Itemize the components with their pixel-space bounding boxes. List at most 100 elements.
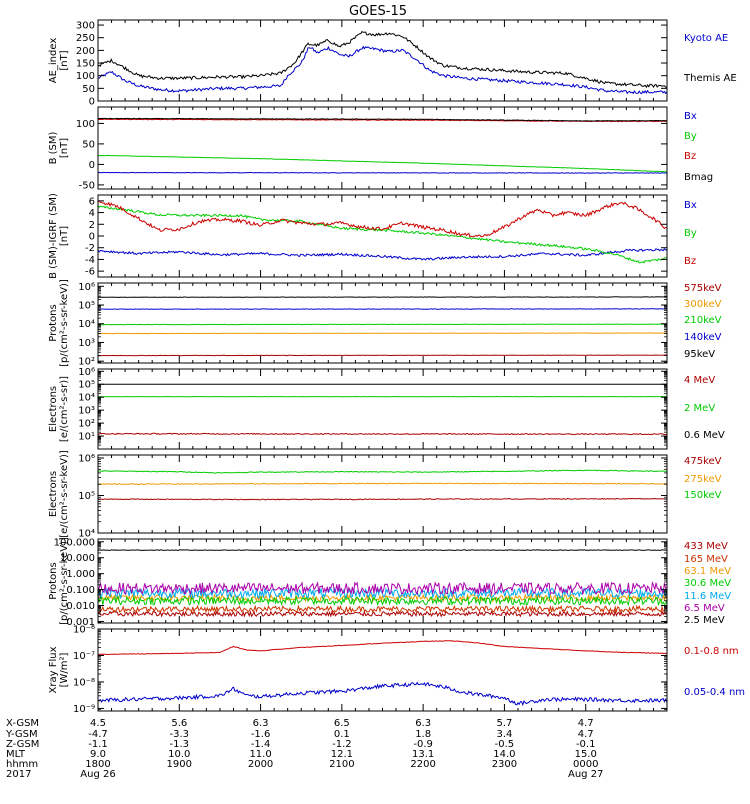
legend-label: Bz (684, 256, 696, 267)
series-group (98, 118, 667, 173)
legend-label: 275keV (684, 474, 722, 485)
legend-label: 165 MeV (684, 554, 728, 565)
x-row-value: Aug 27 (568, 769, 603, 780)
x-row-value: 6.3 (253, 718, 269, 729)
legend-label: By (684, 131, 697, 142)
x-row-value: 2100 (329, 759, 354, 770)
y-tick-label: 300 (76, 21, 95, 32)
legend-label: 575keV (684, 283, 722, 294)
legend-label: 0.05-0.4 nm (684, 687, 745, 698)
panel-frame (98, 455, 667, 533)
y-tick-label: 150 (76, 59, 95, 70)
y-tick-label: 0.100 (66, 585, 95, 596)
y-tick-label: 2 (89, 220, 95, 231)
x-row-value: 6.3 (415, 718, 431, 729)
y-tick-label: 10⁴ (78, 319, 95, 330)
panel-frame (98, 369, 667, 449)
y-tick-label: -2 (85, 243, 95, 254)
panel-xray: 0.1-0.8 nm0.05-0.4 nm10⁻⁹10⁻⁸10⁻⁷10⁻⁶Xra… (48, 625, 745, 715)
series-line-protons1-1 (98, 333, 667, 334)
legend-label: 2 MeV (684, 403, 715, 414)
legend-label: 0.6 MeV (684, 430, 725, 441)
legend-label: 475keV (684, 456, 722, 467)
legend-label: 11.6 MeV (684, 591, 731, 602)
series-line-bsmigrf-0 (98, 249, 667, 260)
y-tick-label: 10⁻⁷ (73, 651, 95, 662)
y-axis-label: Electrons[e/(cm²-s-sr)] (48, 376, 70, 442)
y-tick-label: 4 (89, 208, 95, 219)
legend-label: Themis AE (683, 73, 737, 84)
y-tick-label: 10⁵ (78, 301, 95, 312)
legend-label: Bz (684, 151, 696, 162)
series-line-protons1-2 (98, 324, 667, 325)
x-row-label: X-GSM (6, 718, 39, 729)
panel-frame (98, 283, 667, 363)
y-tick-label: 0 (89, 160, 95, 171)
legend-label: Bmag (684, 172, 713, 183)
y-tick-label: -50 (79, 180, 95, 191)
y-tick-label: 10¹ (78, 432, 95, 443)
legend-label: 95keV (684, 349, 715, 360)
x-row-value: 1900 (167, 759, 192, 770)
y-tick-label: 10⁻⁹ (73, 704, 95, 715)
legend-label: 63.1 MeV (684, 566, 731, 577)
legend-label: Bx (684, 111, 697, 122)
x-row-value: 4.5 (90, 718, 106, 729)
legend-label: 210keV (684, 315, 722, 326)
x-row-value: 6.5 (334, 718, 350, 729)
y-axis-label: B (SM)-IGRF (SM)[nT] (48, 193, 70, 279)
y-tick-label: 100 (76, 71, 95, 82)
y-tick-label: 0 (89, 232, 95, 243)
y-tick-label: 6 (89, 196, 95, 207)
panel-frame (98, 20, 667, 101)
legend-label: 150keV (684, 490, 722, 501)
series-line-protons2-0 (98, 612, 667, 617)
y-axis-label: Protons[p/(cm²-s-sr-keV)] (48, 537, 70, 625)
legend-label: 0.1-0.8 nm (684, 646, 739, 657)
x-row-value: 5.6 (171, 718, 187, 729)
y-tick-label: 1.000 (66, 569, 95, 580)
series-line-protons1-4 (98, 297, 667, 298)
series-line-ae-1 (98, 32, 667, 88)
series-group (98, 201, 667, 263)
x-row-value: Aug 26 (80, 769, 115, 780)
chart-title: GOES-15 (349, 4, 407, 19)
series-group (98, 384, 667, 434)
y-tick-label: 10⁻⁶ (73, 625, 95, 636)
legend-label: Kyoto AE (684, 33, 728, 44)
y-tick-label: 250 (76, 33, 95, 44)
series-group (98, 641, 667, 705)
series-line-bsmigrf-1 (98, 206, 667, 263)
series-group (98, 550, 667, 616)
y-tick-label: 10³ (78, 406, 95, 417)
y-axis-label: AE_index[nT] (48, 38, 70, 84)
y-tick-label: 10⁴ (78, 393, 95, 404)
series-line-protons1-3 (98, 309, 667, 310)
series-line-bsm-0 (98, 172, 667, 173)
y-tick-label: 10⁵ (78, 491, 95, 502)
series-line-protons1-0 (98, 355, 667, 356)
y-axis-label: Xray Flux[W/m²] (48, 646, 70, 693)
y-tick-label: -4 (85, 255, 95, 266)
y-tick-label: 100 (76, 119, 95, 130)
series-line-electrons2-2 (98, 470, 667, 473)
series-line-bsmigrf-2 (98, 201, 667, 237)
series-line-electrons1-0 (98, 433, 667, 434)
legend-label: Bx (684, 200, 697, 211)
y-tick-label: 10² (78, 419, 95, 430)
y-tick-label: 50 (82, 139, 95, 150)
series-line-protons2-6 (98, 550, 667, 551)
y-tick-label: 10³ (78, 338, 95, 349)
y-tick-label: 10⁵ (78, 380, 95, 391)
series-group (98, 297, 667, 356)
panel-electrons2: 475keV275keV150keV10⁴10⁵10⁶Electrons[e/(… (48, 450, 722, 539)
legend-label: 30.6 MeV (684, 578, 731, 589)
series-line-bsm-1 (98, 156, 667, 172)
